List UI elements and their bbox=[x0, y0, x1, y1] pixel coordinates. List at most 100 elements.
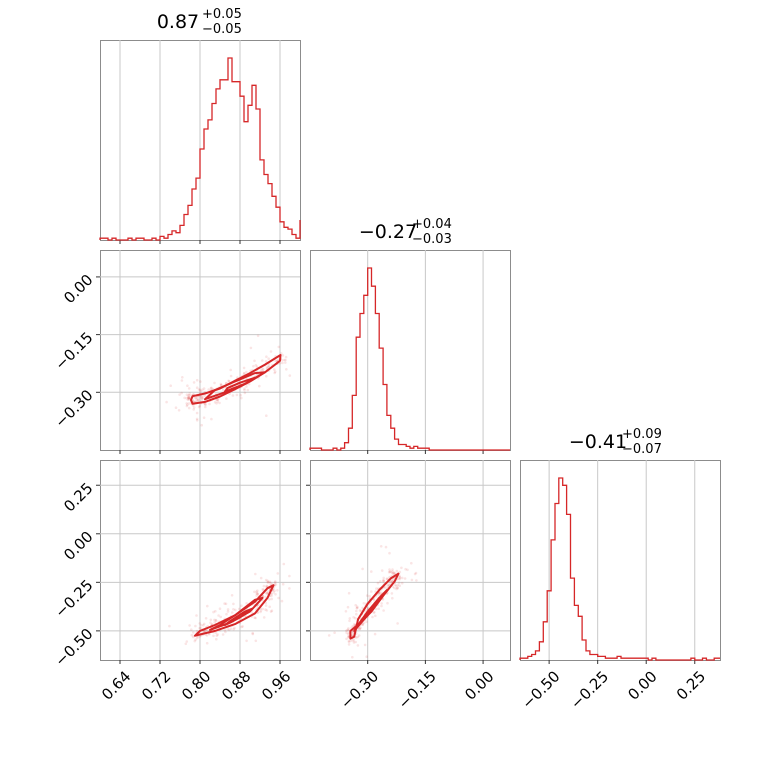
scatter-point bbox=[200, 423, 203, 427]
scatter-point bbox=[190, 633, 194, 637]
scatter-point bbox=[202, 416, 206, 420]
scatter-point bbox=[267, 357, 271, 361]
scatter-point bbox=[388, 551, 391, 555]
scatter-point bbox=[365, 620, 368, 623]
scatter-point bbox=[327, 634, 331, 637]
scatter-point bbox=[205, 641, 209, 645]
scatter-point bbox=[386, 584, 389, 588]
scatter-point bbox=[242, 366, 246, 370]
scatter-point bbox=[199, 623, 203, 627]
scatter-point bbox=[227, 628, 231, 632]
scatter-point bbox=[203, 630, 206, 633]
scatter-point bbox=[181, 376, 184, 379]
scatter-point bbox=[376, 581, 380, 585]
panel-title-median: 0.87 bbox=[157, 11, 199, 33]
scatter-point bbox=[288, 574, 291, 578]
scatter-point bbox=[253, 359, 256, 363]
scatter-point bbox=[256, 334, 260, 338]
scatter-point bbox=[413, 572, 417, 576]
scatter-point bbox=[284, 358, 287, 362]
scatter-point bbox=[210, 386, 213, 390]
scatter-point bbox=[386, 601, 389, 605]
scatter-point bbox=[251, 632, 255, 636]
scatter-point bbox=[396, 586, 399, 590]
scatter-point bbox=[202, 622, 206, 626]
scatter-point bbox=[196, 636, 199, 640]
scatter-point bbox=[261, 607, 265, 611]
scatter-point bbox=[195, 397, 199, 401]
scatter-point bbox=[382, 609, 385, 612]
scatter-point bbox=[192, 408, 195, 411]
scatter-point bbox=[243, 388, 246, 392]
scatter-point bbox=[254, 363, 258, 367]
scatter-point bbox=[398, 575, 402, 579]
scatter-point bbox=[381, 598, 385, 601]
scatter-point bbox=[396, 586, 399, 589]
scatter-point bbox=[230, 594, 234, 597]
scatter-point bbox=[195, 417, 199, 421]
scatter-point bbox=[186, 398, 190, 402]
scatter-point bbox=[374, 607, 378, 611]
scatter-point bbox=[354, 603, 358, 607]
scatter-point bbox=[262, 368, 265, 371]
scatter-point bbox=[219, 384, 223, 387]
scatter-point bbox=[198, 626, 201, 630]
scatter-point bbox=[185, 640, 189, 643]
y-tick-label: 0.25 bbox=[60, 479, 96, 515]
scatter-point bbox=[264, 595, 267, 599]
scatter-point bbox=[234, 608, 237, 612]
scatter-point bbox=[388, 568, 391, 571]
scatter-point bbox=[355, 606, 359, 610]
x-tick-label: −0.50 bbox=[518, 667, 563, 712]
scatter-point bbox=[199, 389, 202, 393]
scatter-point bbox=[375, 587, 378, 590]
scatter-point bbox=[215, 637, 218, 641]
scatter-point bbox=[262, 584, 266, 588]
scatter-point bbox=[224, 602, 228, 606]
scatter-point bbox=[345, 631, 348, 634]
scatter-point bbox=[347, 591, 351, 595]
x-tick-label: 0.88 bbox=[218, 667, 254, 703]
scatter-point bbox=[351, 631, 355, 635]
scatter-point bbox=[232, 602, 235, 606]
scatter-point bbox=[253, 616, 256, 619]
scatter-point bbox=[361, 623, 365, 626]
scatter-point bbox=[382, 576, 386, 580]
scatter-point bbox=[197, 388, 201, 391]
scatter-point bbox=[177, 409, 181, 412]
scatter-point bbox=[191, 635, 195, 639]
contour-level-3 bbox=[357, 604, 377, 626]
scatter-point bbox=[216, 398, 219, 402]
scatter-point bbox=[186, 384, 189, 388]
scatter-point bbox=[351, 633, 354, 637]
scatter-point bbox=[404, 567, 407, 571]
scatter-point bbox=[196, 399, 199, 403]
scatter-point bbox=[227, 379, 230, 383]
scatter-point bbox=[204, 405, 207, 409]
scatter-point bbox=[204, 617, 208, 620]
scatter-point bbox=[372, 611, 376, 614]
scatter-point bbox=[230, 611, 234, 614]
scatter-point bbox=[344, 610, 348, 613]
scatter-point bbox=[226, 610, 230, 613]
x-tick-label: −0.25 bbox=[567, 667, 612, 712]
scatter-point bbox=[183, 396, 186, 400]
scatter-point bbox=[221, 633, 225, 636]
scatter-point bbox=[203, 394, 206, 398]
histogram-step-p0 bbox=[99, 57, 301, 241]
scatter-point bbox=[346, 628, 349, 632]
scatter-point bbox=[352, 616, 355, 619]
scatter-point bbox=[397, 581, 401, 585]
scatter-point bbox=[265, 374, 268, 378]
scatter-point bbox=[209, 621, 212, 624]
panel-title-median: −0.27 bbox=[359, 221, 417, 243]
scatter-point bbox=[216, 398, 219, 402]
scatter-point bbox=[187, 402, 191, 405]
x-tick-label: 0.72 bbox=[138, 667, 174, 703]
scatter-point bbox=[382, 579, 386, 583]
scatter-point bbox=[187, 397, 191, 401]
scatter-point bbox=[265, 355, 268, 359]
scatter-point bbox=[192, 381, 196, 384]
scatter-point bbox=[274, 580, 277, 583]
scatter-point bbox=[347, 627, 350, 630]
